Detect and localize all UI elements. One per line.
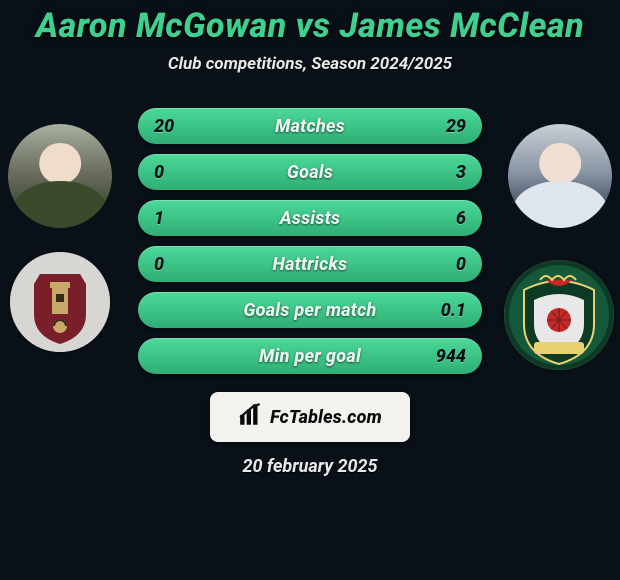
stat-label: Assists	[138, 208, 482, 229]
stat-right-value: 3	[438, 162, 466, 183]
stat-right-value: 29	[438, 116, 466, 137]
club-left-crest	[10, 252, 110, 352]
chart-icon	[238, 402, 264, 432]
brand-text: FcTables.com	[270, 407, 382, 428]
stat-right-value: 0	[438, 254, 466, 275]
stat-label: Matches	[138, 116, 482, 137]
stat-row: 20 Matches 29	[138, 108, 482, 144]
stat-rows: 20 Matches 29 0 Goals 3 1 Assists 6 0 Ha…	[138, 108, 482, 374]
stat-right-value: 0.1	[438, 300, 466, 321]
stat-label: Hattricks	[138, 254, 482, 275]
stat-left-value: 0	[154, 254, 182, 275]
club-right-crest	[504, 260, 614, 370]
date-label: 20 february 2025	[0, 456, 620, 477]
brand-badge: FcTables.com	[210, 392, 410, 442]
page-title: Aaron McGowan vs James McClean	[0, 6, 620, 46]
stat-row: 1 Assists 6	[138, 200, 482, 236]
stat-left-value: 20	[154, 116, 182, 137]
stat-left-value: 0	[154, 162, 182, 183]
comparison-card: Aaron McGowan vs James McClean Club comp…	[0, 0, 620, 580]
stat-right-value: 944	[436, 346, 466, 367]
stat-right-value: 6	[438, 208, 466, 229]
stat-label: Min per goal	[138, 346, 482, 367]
stat-row: Goals per match 0.1	[138, 292, 482, 328]
stat-label: Goals per match	[138, 300, 482, 321]
player-left-avatar	[8, 124, 112, 228]
stat-row: 0 Hattricks 0	[138, 246, 482, 282]
stat-left-value: 1	[154, 208, 182, 229]
stat-label: Goals	[138, 162, 482, 183]
player-right-avatar	[508, 124, 612, 228]
subtitle: Club competitions, Season 2024/2025	[0, 54, 620, 74]
stat-row: Min per goal 944	[138, 338, 482, 374]
stat-row: 0 Goals 3	[138, 154, 482, 190]
